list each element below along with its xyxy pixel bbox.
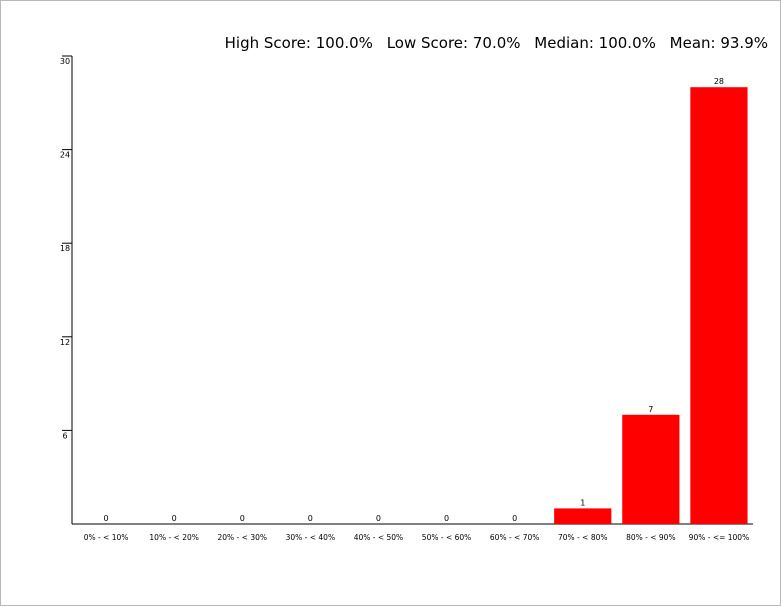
x-tick-label: 50% - < 60% bbox=[422, 533, 471, 542]
bar-value-label: 28 bbox=[714, 77, 724, 86]
bar-value-label: 0 bbox=[444, 514, 449, 523]
y-tick-label: 30 bbox=[60, 57, 70, 66]
x-tick-label: 0% - < 10% bbox=[84, 533, 129, 542]
y-tick-label: 6 bbox=[62, 431, 67, 440]
bar-value-label: 0 bbox=[172, 514, 177, 523]
bar bbox=[554, 508, 612, 524]
bar bbox=[622, 414, 680, 524]
bar bbox=[690, 87, 748, 524]
y-tick-label: 18 bbox=[60, 244, 70, 253]
x-tick-label: 10% - < 20% bbox=[149, 533, 198, 542]
bar-value-label: 0 bbox=[240, 514, 245, 523]
score-summary: High Score: 100.0% Low Score: 70.0% Medi… bbox=[1, 34, 768, 52]
x-tick-label: 30% - < 40% bbox=[286, 533, 335, 542]
bar-value-label: 0 bbox=[104, 514, 109, 523]
x-tick-label: 90% - <= 100% bbox=[689, 533, 750, 542]
bar-value-label: 1 bbox=[580, 498, 585, 507]
x-tick-label: 40% - < 50% bbox=[354, 533, 403, 542]
y-tick-label: 24 bbox=[60, 151, 70, 160]
low-score-text: Low Score: 70.0% bbox=[386, 34, 521, 52]
x-tick-label: 80% - < 90% bbox=[626, 533, 675, 542]
x-tick-label: 60% - < 70% bbox=[490, 533, 539, 542]
bar-value-label: 7 bbox=[648, 405, 653, 414]
median-text: Median: 100.0% bbox=[534, 34, 656, 52]
mean-text: Mean: 93.9% bbox=[669, 34, 768, 52]
x-tick-label: 20% - < 30% bbox=[218, 533, 267, 542]
y-tick-label: 12 bbox=[60, 338, 70, 347]
bar-value-label: 0 bbox=[376, 514, 381, 523]
x-tick-label: 70% - < 80% bbox=[558, 533, 607, 542]
high-score-text: High Score: 100.0% bbox=[224, 34, 373, 52]
bar-value-label: 0 bbox=[512, 514, 517, 523]
bar-value-label: 0 bbox=[308, 514, 313, 523]
